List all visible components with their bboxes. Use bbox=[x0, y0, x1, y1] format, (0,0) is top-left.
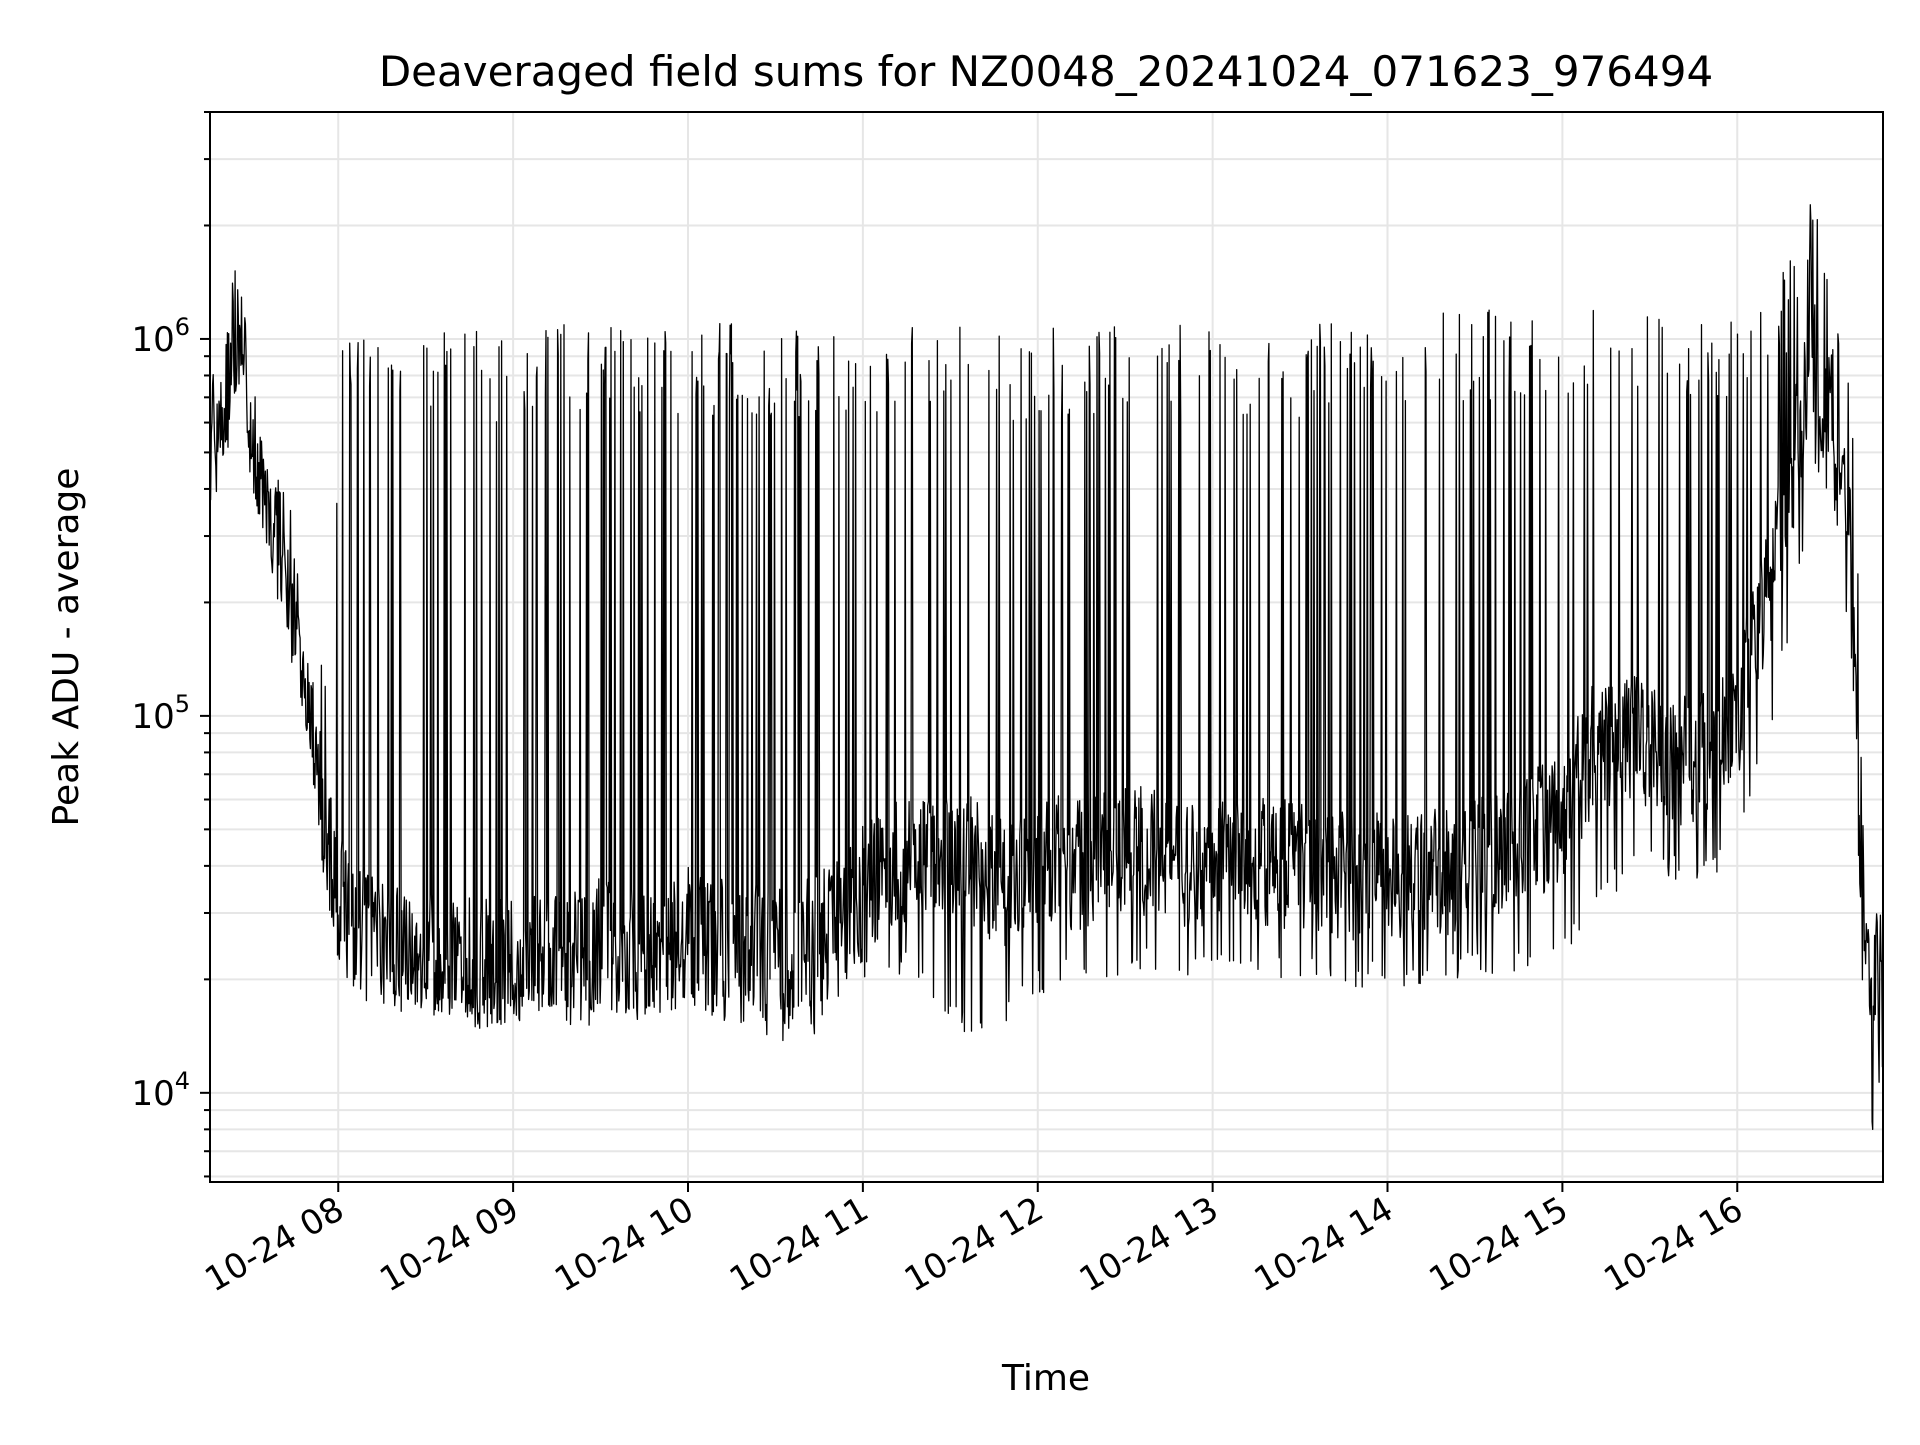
y-tick-exponent: 5 bbox=[175, 690, 190, 718]
y-tick-exponent: 6 bbox=[175, 313, 190, 341]
series-line bbox=[209, 204, 1884, 1131]
plot-frame bbox=[209, 111, 1884, 1183]
chart-title: Deaveraged field sums for NZ0048_2024102… bbox=[379, 47, 1713, 96]
y-tick-label: 105 bbox=[131, 690, 190, 737]
y-tick-base: 10 bbox=[131, 697, 174, 737]
y-tick-label: 104 bbox=[131, 1067, 190, 1114]
y-axis-label: Peak ADU - average bbox=[46, 468, 87, 827]
y-tick-label: 106 bbox=[131, 313, 190, 360]
y-tick-exponent: 4 bbox=[175, 1067, 190, 1095]
series-layer bbox=[209, 204, 1884, 1131]
y-tick-base: 10 bbox=[131, 320, 174, 360]
y-tick-base: 10 bbox=[131, 1074, 174, 1114]
x-axis-label: Time bbox=[1001, 1358, 1090, 1399]
